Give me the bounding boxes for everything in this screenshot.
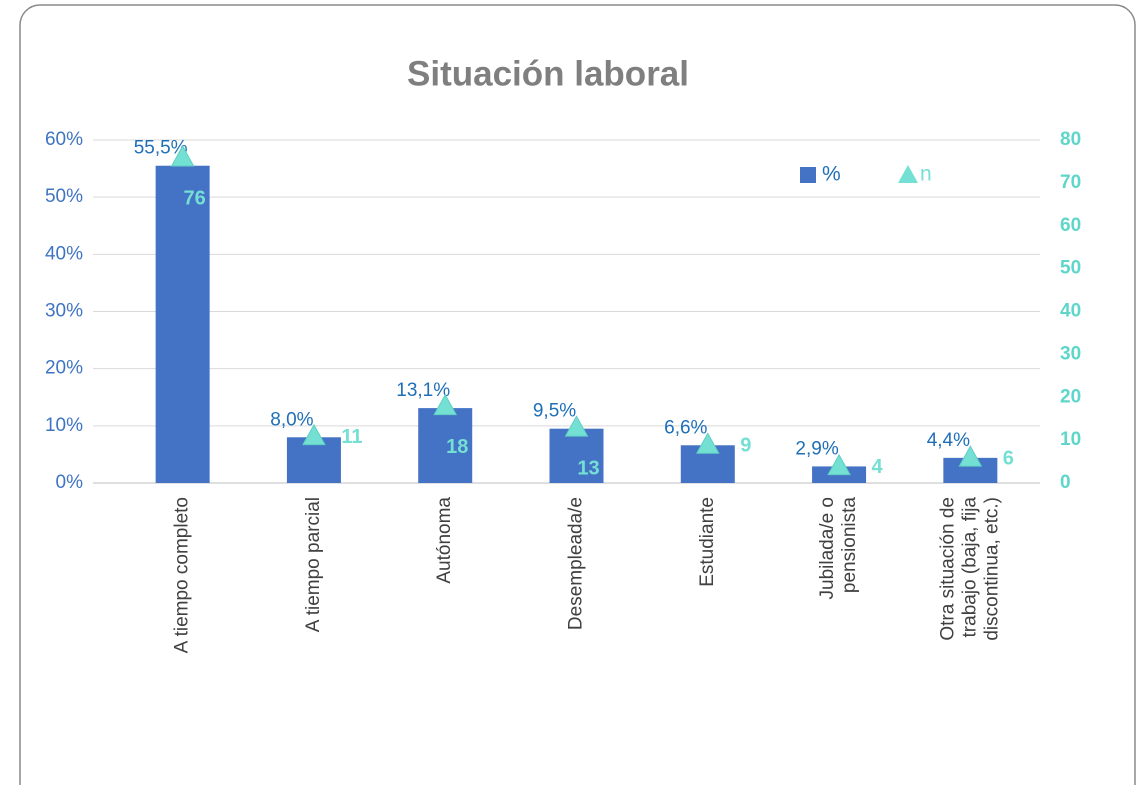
marker	[958, 445, 983, 467]
y2-tick-label: 70	[1060, 172, 1081, 193]
legend-label: %	[822, 163, 841, 186]
y-tick-label: 60%	[45, 129, 83, 150]
marker-value-label: 13	[577, 458, 599, 480]
bar	[418, 408, 473, 483]
y-tick-label: 20%	[45, 358, 83, 379]
bar-value-label: 9,5%	[533, 401, 576, 422]
marker-value-label: 6	[1003, 448, 1014, 470]
bar-value-label: 4,4%	[927, 430, 970, 451]
y2-tick-label: 50	[1060, 258, 1081, 279]
marker	[170, 145, 195, 167]
x-tick-label: Otra situación de trabajo (baja, fija di…	[937, 497, 1003, 641]
x-tick-label: A tiempo completo	[171, 497, 193, 654]
marker-value-label: 18	[446, 436, 468, 458]
bar-value-label: 2,9%	[795, 438, 838, 459]
marker	[827, 453, 851, 476]
y-tick-label: 50%	[45, 186, 83, 207]
marker-value-label: 4	[872, 456, 884, 478]
y-tick-label: 10%	[45, 415, 83, 436]
chart-title: Situación laboral	[407, 54, 689, 93]
y-tick-label: 0%	[56, 472, 84, 493]
y2-tick-label: 20	[1060, 386, 1081, 407]
marker-value-label: 76	[184, 187, 206, 209]
y-tick-label: 30%	[45, 301, 83, 322]
y-tick-label: 40%	[45, 243, 83, 264]
x-tick-label: A tiempo parcial	[302, 497, 324, 633]
chart-frame	[19, 4, 1136, 785]
legend-swatch	[800, 167, 816, 183]
bar-value-label: 13,1%	[396, 380, 450, 401]
legend-swatch	[898, 165, 918, 183]
bar	[549, 428, 604, 483]
marker	[433, 393, 458, 416]
y2-tick-label: 40	[1060, 301, 1081, 322]
marker	[564, 415, 589, 437]
bar-value-label: 55,5%	[134, 138, 188, 159]
marker	[695, 432, 720, 454]
y2-tick-label: 60	[1060, 215, 1081, 236]
y2-tick-label: 30	[1060, 343, 1081, 364]
x-tick-label: Estudiante	[696, 497, 718, 587]
x-tick-label: Jubilada/e o pensionista	[817, 497, 860, 600]
y2-tick-label: 10	[1060, 429, 1081, 450]
bar-value-label: 8,0%	[270, 409, 313, 430]
x-tick-label: Desempleada/e	[565, 497, 587, 631]
y2-tick-label: 80	[1060, 129, 1081, 150]
marker	[302, 423, 326, 446]
legend-label: n	[920, 163, 932, 186]
marker-value-label: 11	[341, 426, 362, 448]
bar-value-label: 6,6%	[664, 417, 707, 438]
x-tick-label: Autónoma	[434, 497, 456, 584]
bar	[155, 165, 210, 483]
marker-value-label: 9	[740, 435, 751, 457]
y2-tick-label: 0	[1060, 472, 1071, 493]
